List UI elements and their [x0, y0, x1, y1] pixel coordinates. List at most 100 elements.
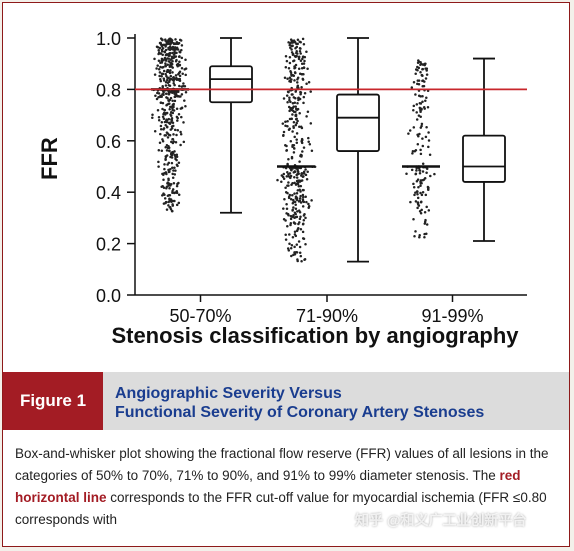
scatter-point: [292, 125, 295, 128]
scatter-point: [167, 200, 170, 204]
scatter-point: [167, 102, 170, 105]
scatter-point: [169, 96, 173, 100]
scatter-point: [433, 172, 436, 176]
scatter-point: [410, 86, 414, 89]
scatter-point: [419, 148, 422, 152]
scatter-point: [183, 99, 186, 102]
scatter-point: [179, 133, 183, 136]
scatter-point: [284, 124, 287, 127]
y-tick-label: 0.6: [96, 132, 121, 152]
x-tick-label: 50-70%: [169, 306, 231, 326]
scatter-point: [285, 207, 289, 210]
scatter-point: [280, 180, 283, 183]
scatter-point: [184, 91, 188, 94]
scatter-point: [299, 228, 303, 231]
scatter-point: [297, 200, 301, 203]
scatter-point: [291, 113, 294, 116]
scatter-point: [174, 157, 177, 161]
scatter-point: [166, 136, 170, 139]
scatter-point: [159, 132, 162, 136]
scatter-point: [426, 106, 430, 109]
scatter-point: [184, 58, 187, 61]
scatter-point: [294, 183, 298, 186]
scatter-point: [287, 105, 291, 109]
scatter-point: [301, 78, 305, 81]
scatter-point: [293, 233, 297, 236]
scatter-point: [175, 76, 178, 80]
scatter-point: [165, 74, 168, 78]
scatter-point: [299, 190, 302, 193]
scatter-point: [297, 67, 301, 70]
scatter-point: [178, 60, 181, 63]
scatter-point: [300, 137, 304, 141]
scatter-point: [171, 48, 174, 51]
figure-tag: Figure 1: [3, 372, 103, 430]
scatter-point: [295, 108, 299, 111]
scatter-point: [288, 76, 292, 79]
scatter-point: [160, 61, 164, 64]
scatter-point: [294, 110, 297, 114]
scatter-point: [290, 108, 294, 112]
figure-caption: Box-and-whisker plot showing the fractio…: [15, 443, 560, 531]
scatter-point: [165, 96, 168, 99]
scatter-point: [171, 60, 174, 63]
scatter-point: [182, 82, 185, 85]
scatter-point: [424, 135, 428, 139]
scatter-point: [169, 207, 173, 211]
scatter-point: [170, 125, 174, 128]
scatter-point: [309, 122, 313, 125]
scatter-point: [286, 171, 289, 174]
scatter-point: [288, 96, 291, 100]
scatter-point: [156, 64, 159, 67]
scatter-point: [421, 179, 424, 182]
scatter-point: [301, 37, 305, 41]
scatter-point: [298, 245, 302, 249]
scatter-point: [157, 165, 160, 168]
scatter-point: [416, 142, 420, 146]
scatter-point: [287, 175, 291, 178]
scatter-point: [297, 86, 300, 90]
scatter-point: [172, 140, 176, 143]
scatter-point: [300, 62, 304, 65]
scatter-point: [168, 170, 171, 174]
scatter-point: [301, 205, 305, 208]
scatter-point: [302, 175, 305, 178]
scatter-point: [157, 68, 161, 71]
scatter-point: [291, 235, 295, 239]
scatter-point: [153, 73, 157, 76]
scatter-point: [415, 118, 419, 121]
scatter-point: [287, 128, 291, 132]
scatter-point: [427, 209, 431, 212]
scatter-point: [423, 220, 427, 224]
x-tick-label: 71-90%: [296, 306, 358, 326]
box-plot-chart: 0.0 0.2 0.4 0.6 0.8 1.0 50-70% 71-90% 91-99%: [96, 29, 527, 326]
y-axis-label: FFR: [37, 137, 62, 180]
scatter-point: [428, 153, 432, 156]
scatter-point: [159, 127, 163, 131]
scatter-point: [160, 185, 163, 189]
scatter-point: [164, 124, 167, 127]
scatter-point: [175, 184, 179, 188]
scatter-point: [413, 234, 416, 238]
scatter-point: [420, 193, 424, 197]
scatter-point: [299, 201, 303, 204]
scatter-point: [296, 258, 299, 261]
scatter-point: [423, 236, 426, 239]
scatter-point: [286, 120, 289, 123]
y-tick-label: 0.4: [96, 183, 121, 203]
scatter-point: [160, 75, 163, 78]
scatter-point: [164, 38, 167, 41]
box-body: [209, 65, 253, 104]
scatter-point: [165, 103, 168, 107]
scatter-point: [295, 192, 299, 195]
scatter-point: [421, 190, 425, 194]
scatter-point: [172, 133, 175, 136]
scatter-point: [295, 132, 299, 135]
scatter-point: [421, 162, 425, 166]
scatter-point: [163, 108, 166, 112]
scatter-point: [179, 95, 182, 98]
scatter-point: [166, 63, 170, 66]
scatter-point: [297, 184, 301, 188]
scatter-point: [307, 80, 311, 84]
scatter-point: [169, 74, 173, 78]
